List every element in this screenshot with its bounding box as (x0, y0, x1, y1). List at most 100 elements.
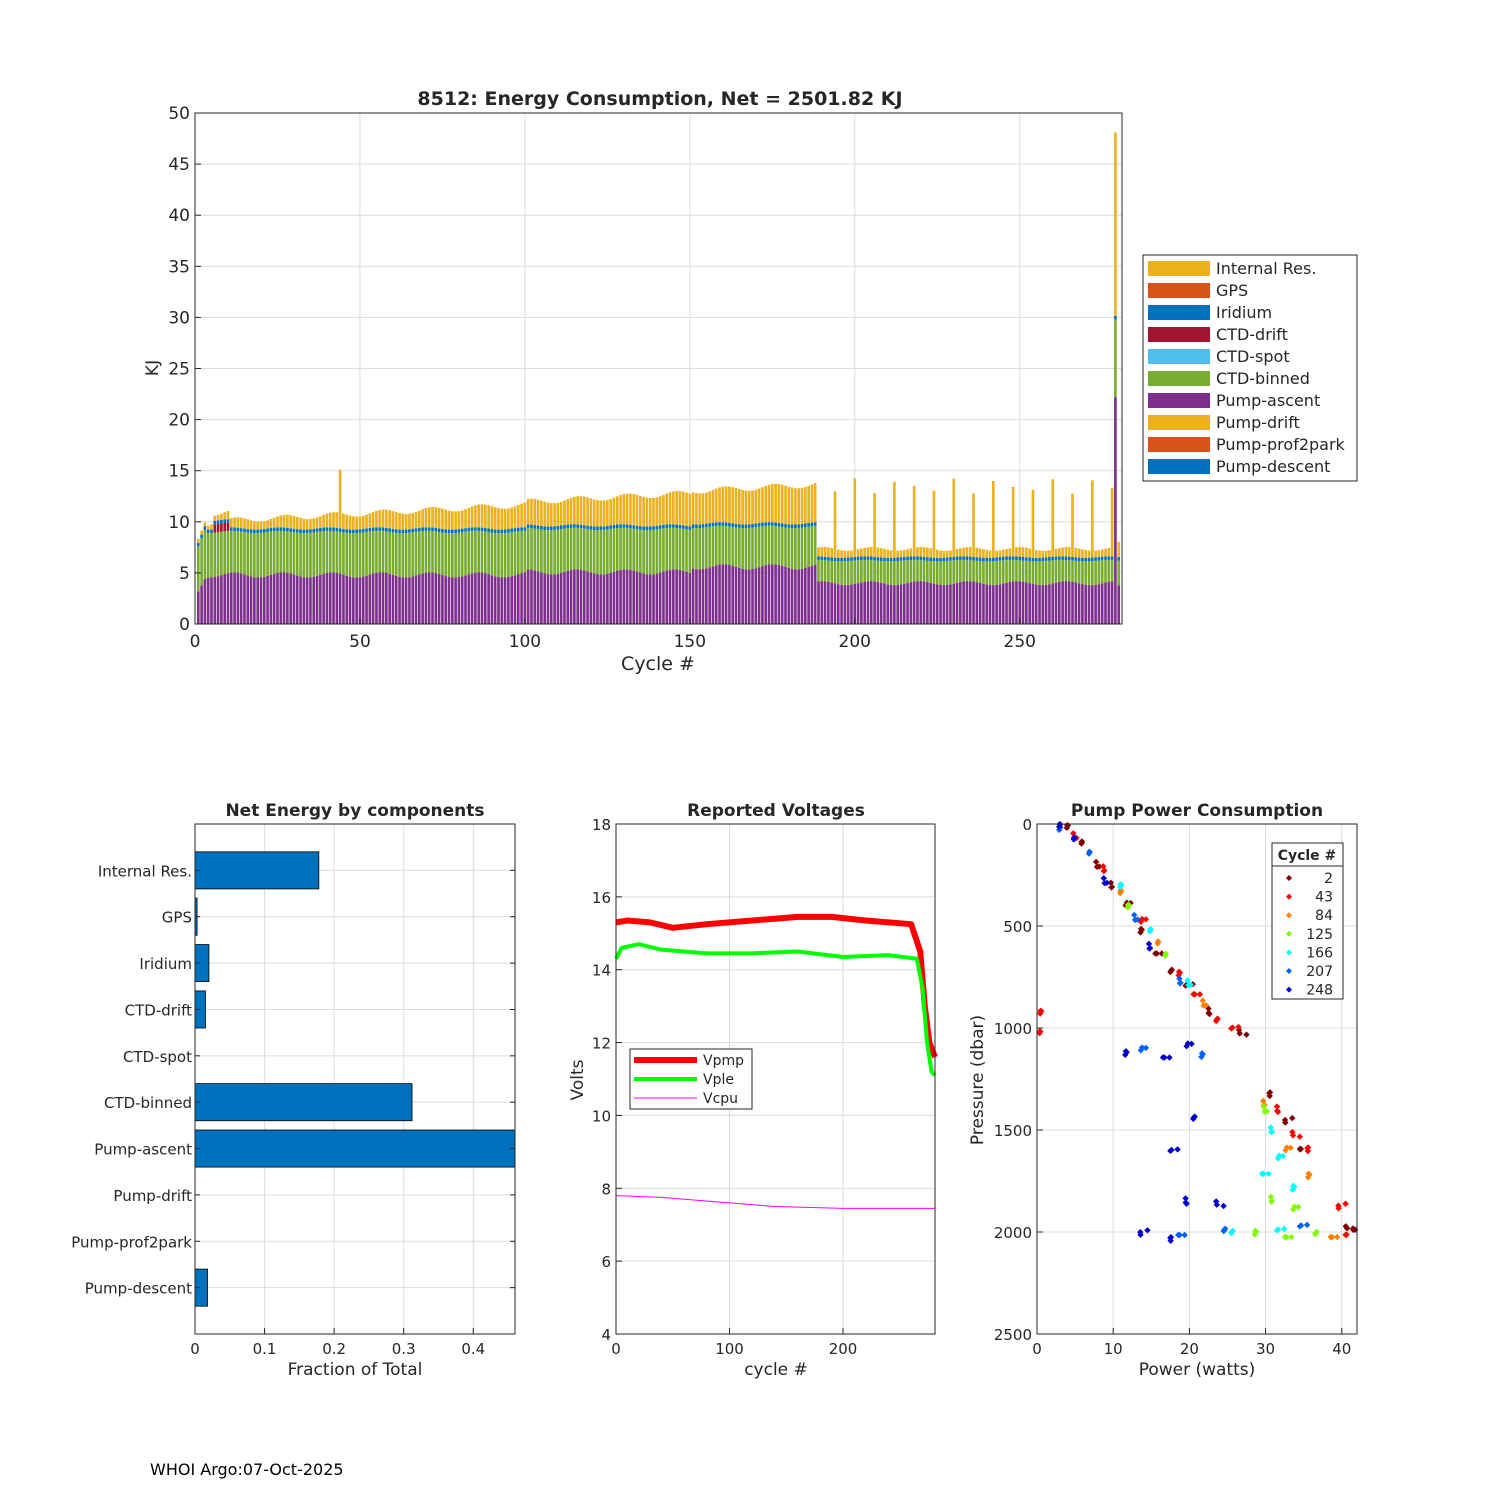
components-category-label: Iridium (139, 955, 192, 973)
energy-bar-pump-ascent (850, 584, 853, 624)
energy-ytick-label: 50 (168, 104, 190, 124)
energy-bar-pump-ascent (345, 575, 349, 624)
energy-bar-pump-ascent (427, 572, 431, 624)
energy-bar-internal-res (546, 502, 550, 527)
energy-bar-internal-res (860, 548, 863, 557)
energy-bar-ctd-binned (926, 560, 929, 583)
energy-bar-ctd-binned (968, 560, 972, 582)
voltages-legend-label: Vcpu (703, 1091, 738, 1107)
energy-bar-internal-res (978, 548, 982, 558)
energy-bar-pump-ascent (276, 573, 279, 624)
pump-point-cycle-166 (1267, 1124, 1275, 1131)
energy-bar-pump-ascent (794, 569, 797, 624)
energy-bar-internal-res (1034, 549, 1038, 558)
energy-bar-pump-ascent (889, 584, 893, 624)
energy-bar-internal-res (586, 497, 589, 526)
energy-bar-iridium (381, 527, 385, 532)
energy-bar-internal-res (342, 513, 345, 529)
energy-bar-ctd-binned (470, 530, 474, 574)
energy-bar-internal-res (229, 518, 233, 528)
energy-bar-iridium (738, 524, 741, 528)
energy-bar-internal-res (424, 508, 428, 528)
energy-bar-internal-res (223, 512, 227, 520)
energy-bar-ctd-binned (460, 532, 464, 577)
energy-bar-pump-ascent (681, 570, 685, 624)
energy-bar-ctd-binned (487, 532, 490, 575)
pump-point-cycle-2 (1078, 840, 1085, 847)
energy-bar-internal-res (441, 508, 444, 529)
energy-bar-iridium (444, 529, 448, 533)
energy-bar-iridium (949, 557, 952, 561)
energy-bar-ctd-binned (503, 532, 507, 578)
energy-bar-iridium (850, 557, 853, 561)
energy-bar-ctd-binned (1117, 560, 1121, 586)
energy-bar-iridium (457, 529, 461, 533)
energy-bar-pump-ascent (813, 565, 817, 624)
pump-point-cycle-84 (1333, 1233, 1341, 1241)
pump-point-cycle-207 (1134, 916, 1141, 923)
energy-bar-internal-res (1008, 548, 1012, 557)
energy-bar-iridium (902, 556, 906, 561)
energy-bar-iridium (1064, 556, 1068, 561)
energy-bar-ctd-binned (520, 530, 523, 574)
energy-bar-iridium (414, 528, 418, 532)
energy-bar-iridium (1044, 557, 1048, 561)
voltages-ytick-label: 12 (592, 1035, 611, 1053)
energy-bar-iridium (959, 556, 962, 560)
energy-bar-ctd-binned (352, 533, 355, 578)
energy-bar-internal-res (256, 521, 259, 530)
voltages-lines (614, 913, 938, 1209)
energy-bar-pump-ascent (411, 576, 415, 624)
energy-bar-ctd-binned (770, 525, 774, 565)
energy-bar-pump-ascent (800, 568, 804, 624)
energy-bar-pump-ascent (457, 577, 461, 624)
components-title: Net Energy by components (225, 801, 484, 821)
energy-bar-iridium (203, 526, 207, 530)
energy-bar-iridium (454, 529, 457, 534)
energy-bar-pump-ascent (203, 579, 207, 624)
energy-bar-ctd-binned (533, 528, 537, 571)
energy-bar-iridium (401, 529, 405, 534)
energy-bar-ctd-binned (972, 560, 975, 582)
energy-bar-ctd-binned (381, 531, 385, 573)
energy-bar-pump-ascent (262, 576, 266, 624)
energy-bar-pump-ascent (536, 571, 540, 624)
pump-xtick-label: 40 (1332, 1340, 1351, 1358)
pump-title: Pump Power Consumption (1071, 801, 1323, 821)
pump-point-cycle-207 (1142, 1044, 1150, 1052)
pump-point-cycle-125 (1125, 901, 1133, 909)
energy-bar-ctd-binned (777, 526, 781, 566)
energy-bar-pump-ascent (652, 574, 655, 624)
energy-bar-iridium (573, 524, 576, 528)
energy-bar-ctd-binned (840, 561, 843, 585)
energy-legend-swatch (1148, 327, 1210, 342)
energy-bar-pump-ascent (243, 574, 246, 624)
energy-bar-iridium (507, 529, 510, 533)
energy-bar-ctd-binned (635, 529, 639, 572)
energy-bar-pump-ascent (589, 572, 593, 624)
energy-x-ticks: 0 50 100 150 200 250 (190, 618, 1036, 652)
pump-point-cycle-43 (1190, 991, 1197, 998)
energy-bar-iridium (625, 524, 629, 528)
energy-bar-pump-ascent (507, 576, 510, 624)
energy-bar-internal-res (352, 516, 355, 530)
energy-bar-ctd-binned (985, 561, 989, 585)
energy-bar-ctd-binned (992, 561, 995, 586)
pump-legend-marker (1286, 875, 1292, 881)
voltages-ytick-label: 6 (601, 1253, 611, 1271)
pump-point-cycle-125 (1162, 952, 1169, 959)
energy-bar-iridium (965, 556, 969, 560)
energy-bar-pump-ascent (734, 566, 738, 624)
energy-bar-ctd-binned (332, 531, 335, 573)
energy-y-ticks: 0 5 10 15 20 25 30 35 40 45 50 (168, 104, 201, 635)
energy-bar-internal-res (520, 503, 523, 528)
pump-point-cycle-248 (1100, 875, 1107, 882)
energy-bar-iridium (398, 529, 401, 534)
energy-bar-iridium (942, 557, 946, 562)
energy-bar-pump-ascent (744, 569, 748, 624)
energy-ytick-label: 10 (168, 513, 190, 533)
energy-bar-ctd-binned (378, 530, 382, 573)
energy-bar-pump-ascent (658, 572, 662, 624)
energy-bar-ctd-binned (662, 528, 665, 572)
energy-bar-internal-res (220, 513, 223, 520)
